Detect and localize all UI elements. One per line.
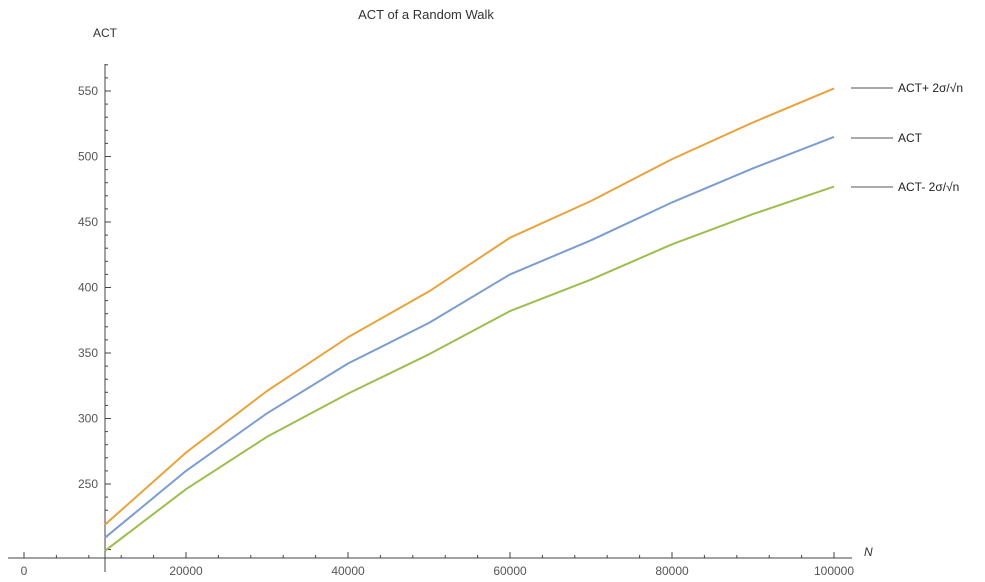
y-tick-label: 300 — [78, 412, 98, 426]
y-tick-label: 250 — [78, 477, 98, 491]
axes: 0 20000 40000 60000 80000 100000 250 300 350 400 4… — [8, 26, 873, 578]
series-layer — [104, 87, 835, 552]
y-axis-label: ACT — [93, 26, 118, 40]
legend-entry-label: ACT- 2σ/√n — [898, 180, 959, 194]
legend-entry-label: ACT — [898, 131, 923, 145]
series-line-1 — [104, 87, 835, 526]
x-tick-label: 0 — [21, 564, 28, 578]
x-axis-label: N — [864, 545, 873, 559]
x-tick-label: 100000 — [814, 564, 854, 578]
y-tick-label: 350 — [78, 346, 98, 360]
x-tick-label: 20000 — [169, 564, 203, 578]
legend-entry-label: ACT+ 2σ/√n — [898, 81, 963, 95]
x-tick-label: 60000 — [493, 564, 527, 578]
series-line-3 — [104, 185, 835, 552]
x-tick-label: 40000 — [331, 564, 365, 578]
y-tick-label: 500 — [78, 150, 98, 164]
y-tick-label: 550 — [78, 84, 98, 98]
chart-title: ACT of a Random Walk — [358, 7, 494, 22]
y-tick-label: 450 — [78, 215, 98, 229]
series-line-2 — [104, 135, 835, 539]
y-tick-label: 400 — [78, 281, 98, 295]
legend: ACT+ 2σ/√n ACT ACT- 2σ/√n — [851, 81, 963, 194]
x-tick-label: 80000 — [655, 564, 689, 578]
